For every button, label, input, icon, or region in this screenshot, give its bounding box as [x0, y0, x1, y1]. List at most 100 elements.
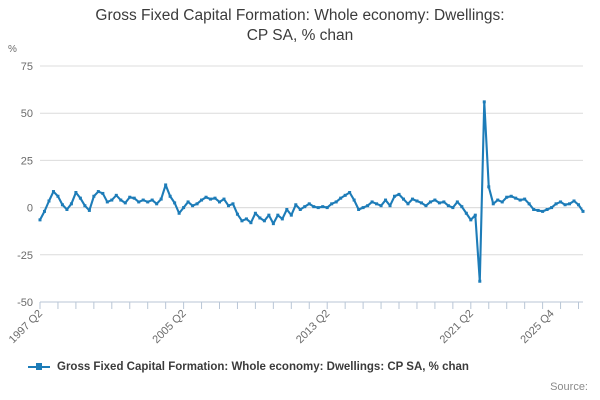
series-data-point: [38, 218, 42, 222]
series-data-point: [244, 217, 248, 221]
series-data-point: [500, 200, 504, 204]
x-tick-label: 2025 Q4: [518, 308, 556, 346]
series-data-point: [222, 197, 226, 201]
series-data-point: [334, 200, 338, 204]
series-data-point: [253, 211, 257, 215]
series-data-point: [182, 206, 186, 210]
legend-label-gfcf-dwellings: Gross Fixed Capital Formation: Whole eco…: [57, 361, 469, 373]
series-data-point: [92, 194, 96, 198]
series-data-point: [424, 204, 428, 208]
series-data-point: [384, 198, 388, 202]
series-data-point: [123, 201, 127, 205]
series-data-point: [460, 205, 464, 209]
series-data-point: [455, 200, 459, 204]
series-data-point: [545, 207, 549, 211]
series-data-point: [339, 196, 343, 200]
x-tick-label: 2005 Q2: [150, 308, 188, 346]
series-data-point: [177, 211, 181, 215]
x-axis-tick-labels: 1997 Q2 2005 Q2 2013 Q2 2021 Q2 2025 Q4: [7, 308, 557, 346]
series-data-point: [357, 207, 361, 211]
series-data-point: [330, 202, 334, 206]
series-data-point: [366, 204, 370, 208]
series-data-point: [523, 197, 527, 201]
y-tick-label: -50: [17, 297, 33, 309]
series-data-point: [491, 202, 495, 206]
series-data-point: [114, 193, 118, 197]
series-data-point: [469, 218, 473, 222]
series-data-point: [141, 198, 145, 202]
y-gridlines: [40, 65, 583, 256]
y-tick-label: -25: [17, 250, 33, 262]
series-data-point: [451, 206, 455, 210]
series-data-point: [312, 205, 316, 209]
series-data-point: [375, 202, 379, 206]
series-data-point: [563, 203, 567, 207]
series-data-point: [78, 196, 82, 200]
series-data-point: [65, 207, 69, 211]
series-data-point: [577, 203, 581, 207]
series-data-point: [402, 197, 405, 201]
series-data-point: [213, 196, 217, 200]
series-data-point: [527, 202, 531, 206]
series-data-point: [137, 200, 141, 204]
x-tick-label: 2021 Q2: [438, 308, 476, 346]
series-data-point: [370, 200, 374, 204]
series-data-point: [47, 199, 51, 203]
series-data-point: [478, 279, 482, 283]
series-data-point: [514, 196, 518, 200]
series-data-point: [568, 202, 572, 206]
chart-title-line-1: Gross Fixed Capital Formation: Whole eco…: [95, 7, 505, 24]
chart-legend[interactable]: Gross Fixed Capital Formation: Whole eco…: [28, 361, 469, 373]
series-data-point: [60, 203, 64, 207]
series-data-point: [218, 200, 221, 204]
series-data-point: [285, 207, 289, 211]
x-axis-ticks: [39, 302, 580, 309]
y-axis-tick-labels: 75 50 25 0 -25 -50: [17, 61, 33, 309]
y-tick-label: 0: [27, 203, 33, 215]
series-data-point: [442, 200, 446, 204]
series-data-point: [550, 206, 554, 210]
series-data-point: [554, 202, 558, 206]
series-data-point: [235, 212, 239, 216]
series-data-point: [509, 194, 513, 198]
series-data-point: [146, 200, 150, 204]
series-data-point: [204, 195, 208, 199]
series-data-point: [379, 204, 383, 208]
series-data-point: [559, 200, 563, 204]
series-data-point: [276, 213, 280, 217]
series-data-point: [518, 198, 522, 202]
series-data-point: [581, 209, 585, 213]
series-data-point: [69, 202, 73, 206]
series-data-point: [249, 221, 253, 225]
series-data-point: [87, 208, 91, 212]
chart-plot-svg: 75 50 25 0 -25 -50 1997 Q2 2005 Q2 2013 Q2 2021 …: [7, 61, 585, 346]
series-data-point: [536, 208, 540, 212]
y-tick-label: 25: [21, 155, 33, 167]
series-data-point: [56, 194, 60, 198]
series-data-point: [419, 201, 423, 205]
series-data-point: [96, 190, 100, 194]
series-data-point: [240, 219, 244, 223]
series-data-point: [428, 200, 432, 204]
series-data-point: [473, 213, 477, 217]
series-data-point: [231, 202, 235, 206]
series-data-point: [294, 203, 298, 207]
series-data-point: [150, 198, 154, 202]
series-data-point: [168, 194, 172, 198]
series-data-point: [173, 201, 177, 205]
series-data-point: [105, 200, 109, 204]
series-data-point: [155, 202, 159, 206]
x-tick-label: 1997 Q2: [7, 308, 45, 346]
y-tick-label: 50: [21, 108, 33, 120]
series-data-point: [352, 198, 356, 202]
series-data-point: [164, 183, 168, 187]
series-data-point: [298, 207, 302, 211]
series-data-point: [262, 219, 266, 223]
series-data-point: [289, 213, 293, 217]
series-data-point: [101, 191, 105, 195]
series-data-point: [446, 204, 450, 208]
series-data-point: [496, 198, 500, 202]
y-tick-label: 75: [21, 61, 33, 73]
series-data-point: [361, 206, 365, 210]
